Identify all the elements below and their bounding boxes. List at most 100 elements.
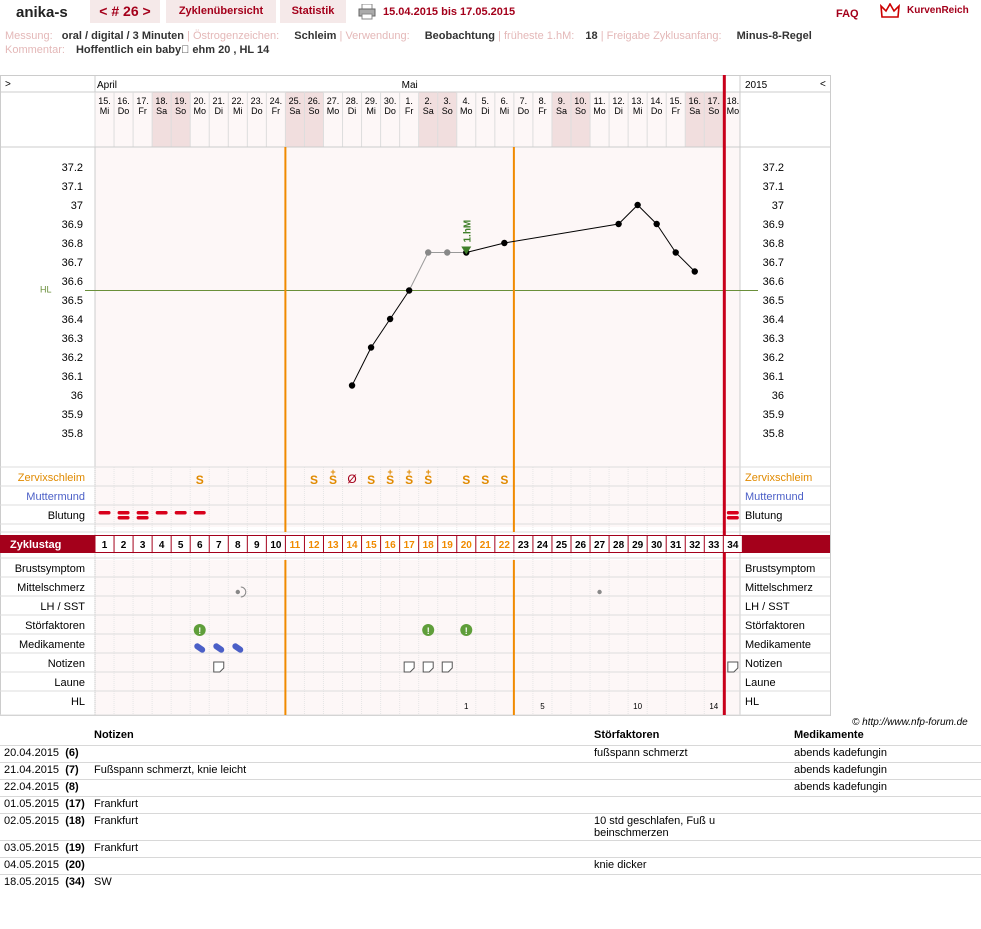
temp-line-segment (637, 204, 658, 225)
zyklustag-cell (685, 536, 704, 552)
bottom-area-bg (95, 560, 740, 715)
row-label-lh-right: LH / SST (745, 601, 790, 613)
zyklustag-cell (609, 536, 628, 552)
temp-point (691, 268, 698, 275)
y-tick-right: 36.2 (763, 352, 784, 364)
y-tick-left: 36.6 (62, 276, 83, 288)
meta-line-1: Messung: oral / digital / 3 Minuten | Ös… (5, 30, 812, 42)
zyklustag-cell (95, 536, 114, 552)
zyklustag-cell (438, 536, 457, 552)
zervix-mark-none: Ø (347, 472, 356, 486)
bleeding-mark (98, 511, 111, 515)
zyklustag-cell (628, 536, 647, 552)
day-date: 26. (308, 96, 321, 106)
zyklustag-cell (133, 536, 152, 552)
oestrogen-label: Östrogenzeichen: (192, 30, 280, 42)
day-date: 25. (289, 96, 302, 106)
tab-zyklenuebersicht[interactable]: Zyklenübersicht (166, 0, 276, 23)
day-weekday: Sa (289, 106, 300, 116)
weekend-shade (551, 92, 571, 147)
verwendung-label: Verwendung: (345, 30, 410, 42)
zyklustag-number: 33 (708, 540, 720, 551)
note-text-cell (90, 744, 590, 762)
printer-icon[interactable] (358, 4, 376, 20)
username[interactable]: anika-s (16, 4, 68, 21)
stoerfaktor-icon (422, 624, 435, 636)
day-weekday: Mo (193, 106, 206, 116)
day-date: 17. (708, 96, 721, 106)
nav-left-arrow: > (5, 79, 11, 90)
zervix-mark: S (196, 473, 204, 487)
zyklustag-number: 21 (480, 540, 492, 551)
day-date: 16. (117, 96, 130, 106)
faq-link[interactable]: FAQ (836, 8, 859, 20)
zyklustag-number: 18 (423, 540, 435, 551)
zyklustag-cell (704, 536, 723, 552)
day-date: 17. (136, 96, 149, 106)
zyklustag-number: 3 (140, 540, 146, 551)
day-weekday: So (308, 106, 319, 116)
note-date-cell: 01.05.2015 (17) (0, 795, 90, 813)
zyklustag-cell (571, 536, 590, 552)
oestrogen-value: Schleim (294, 30, 337, 42)
zyklustag-label: Zyklustag (10, 539, 61, 551)
weekend-shade (685, 92, 705, 147)
note-medi-cell (790, 795, 981, 813)
row-label-notizen-right: Notizen (745, 658, 782, 670)
day-date: 11. (594, 96, 606, 106)
stoerfaktor-icon (193, 624, 206, 636)
day-date: 24. (270, 96, 283, 106)
row-label-hl: HL (71, 696, 85, 708)
zyklustag-cell (285, 536, 304, 552)
note-icon (403, 661, 415, 673)
header-date (0, 728, 90, 745)
note-medi-cell (790, 812, 981, 840)
zyklustag-cell (666, 536, 685, 552)
temp-line-segment (504, 223, 619, 244)
row-label-stoer: Störfaktoren (25, 620, 85, 632)
temp-line-segment (389, 290, 410, 320)
zyklustag-number: 25 (556, 540, 568, 551)
y-tick-left: 36.3 (62, 333, 83, 345)
temp-line-segment (370, 318, 391, 348)
kurvenreich-logo[interactable]: KurvenReich (907, 5, 969, 16)
weekend-shade (285, 92, 305, 147)
table-row: 18.05.2015 (34) SW (0, 873, 981, 891)
copyright[interactable]: © http://www.nfp-forum.de (852, 717, 968, 728)
day-weekday: Mi (366, 106, 376, 116)
hl-line-label: HL (40, 285, 52, 295)
y-tick-left: 37.2 (62, 162, 83, 174)
zyklustag-number: 20 (461, 540, 473, 551)
cycle-nav[interactable]: < # 26 > (90, 0, 160, 23)
zyklustag-number: 9 (254, 540, 260, 551)
y-tick-left: 35.8 (62, 428, 83, 440)
y-tick-right: 36.5 (763, 295, 784, 307)
zervixschleim-label-right: Zervixschleim (745, 472, 812, 484)
tab-statistik[interactable]: Statistik (280, 0, 346, 23)
zyklustag-number: 23 (518, 540, 530, 551)
messung-value: oral / digital / 3 Minuten (61, 30, 184, 42)
messung-label: Messung: (5, 30, 53, 42)
zyklustag-number: 24 (537, 540, 549, 551)
note-medi-cell: abends kadefungin (790, 778, 981, 796)
table-row: 01.05.2015 (17) Frankfurt (0, 795, 981, 813)
note-text-cell (90, 856, 590, 874)
temp-point (367, 344, 375, 351)
day-weekday: Fr (138, 106, 147, 116)
weekend-shade (437, 92, 457, 147)
bleeding-mark (117, 511, 130, 515)
blutung-label: Blutung (48, 510, 85, 522)
note-medi-cell (790, 873, 981, 891)
row-label-medi-right: Medikamente (745, 639, 811, 651)
note-medi-cell: abends kadefungin (790, 744, 981, 762)
y-tick-left: 36.7 (62, 257, 83, 269)
day-date: 8. (539, 96, 547, 106)
zyklustag-number: 19 (442, 540, 454, 551)
nav-right-arrow: < (820, 79, 826, 90)
row-label-laune-right: Laune (745, 677, 776, 689)
zyklustag-number: 10 (270, 540, 282, 551)
temp-line-segment (466, 242, 505, 253)
zyklustag-cell (495, 536, 514, 552)
hl-count: 10 (633, 702, 642, 711)
note-date-cell: 20.04.2015 (6) (0, 744, 90, 762)
